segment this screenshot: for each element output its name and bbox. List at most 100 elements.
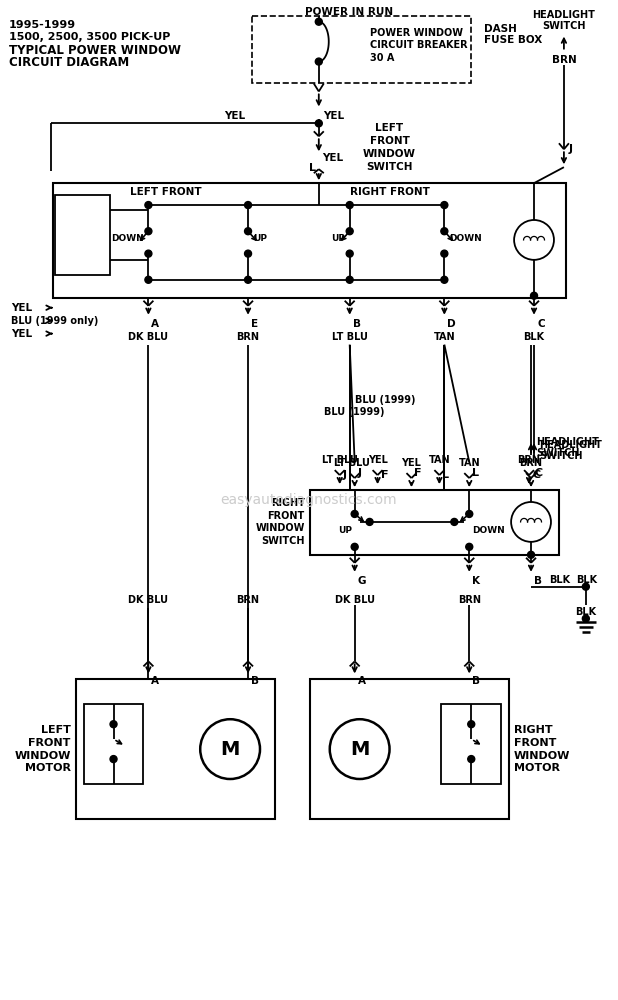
Text: B: B <box>472 676 480 686</box>
Bar <box>252 16 472 83</box>
Circle shape <box>451 518 458 525</box>
Text: A: A <box>151 319 159 329</box>
Text: YEL: YEL <box>11 303 32 313</box>
Text: K: K <box>472 576 480 586</box>
Text: HEADLIGHT: HEADLIGHT <box>533 10 595 20</box>
Circle shape <box>466 510 473 517</box>
Text: J: J <box>569 144 573 154</box>
Text: B: B <box>353 319 361 329</box>
Text: SWITCH: SWITCH <box>542 21 586 31</box>
Text: BRN: BRN <box>237 595 260 605</box>
Circle shape <box>346 250 353 257</box>
Text: YEL: YEL <box>323 111 344 121</box>
Bar <box>310 679 509 819</box>
Text: BLK: BLK <box>576 575 597 585</box>
Text: BRN: BRN <box>551 55 577 65</box>
Text: easyautodiagnostics.com: easyautodiagnostics.com <box>221 493 397 507</box>
Text: BLU (1999 only): BLU (1999 only) <box>11 316 98 326</box>
Text: DOWN: DOWN <box>449 234 482 243</box>
Circle shape <box>528 551 535 558</box>
Text: YEL: YEL <box>11 329 32 339</box>
Circle shape <box>582 583 590 590</box>
Circle shape <box>530 292 538 299</box>
Text: DASH: DASH <box>485 24 517 34</box>
Text: TYPICAL POWER WINDOW: TYPICAL POWER WINDOW <box>9 44 181 57</box>
Text: BLK: BLK <box>523 332 544 342</box>
Bar <box>55 195 109 275</box>
Text: J: J <box>343 470 347 480</box>
Text: L: L <box>309 163 316 173</box>
Text: B: B <box>251 676 259 686</box>
Text: C: C <box>534 468 542 478</box>
Text: 1995-1999: 1995-1999 <box>9 20 76 30</box>
Text: LEFT
FRONT
WINDOW
MOTOR: LEFT FRONT WINDOW MOTOR <box>14 725 70 773</box>
Circle shape <box>245 202 252 209</box>
Text: POWER WINDOW
CIRCUIT BREAKER
30 A: POWER WINDOW CIRCUIT BREAKER 30 A <box>370 28 467 63</box>
Text: DK BLU: DK BLU <box>129 595 168 605</box>
Bar <box>53 183 566 298</box>
Text: BLU (1999): BLU (1999) <box>355 395 415 405</box>
Circle shape <box>346 202 353 209</box>
Text: DOWN: DOWN <box>111 234 143 243</box>
Circle shape <box>110 756 117 763</box>
Text: SWITCH: SWITCH <box>539 451 583 461</box>
Text: LEFT FRONT: LEFT FRONT <box>130 187 201 197</box>
Circle shape <box>441 250 448 257</box>
Text: D: D <box>447 319 456 329</box>
Text: FUSE BOX: FUSE BOX <box>485 35 543 45</box>
Bar <box>83 704 143 784</box>
Text: BLU (1999): BLU (1999) <box>324 407 385 417</box>
Circle shape <box>466 543 473 550</box>
Circle shape <box>468 721 475 728</box>
Text: LT BLU: LT BLU <box>334 458 370 468</box>
Circle shape <box>245 228 252 235</box>
Circle shape <box>351 543 358 550</box>
Text: BLK: BLK <box>549 575 570 585</box>
Text: RIGHT FRONT: RIGHT FRONT <box>350 187 430 197</box>
Circle shape <box>245 250 252 257</box>
Text: BRN: BRN <box>517 455 541 465</box>
Text: TAN: TAN <box>434 332 455 342</box>
Text: F: F <box>381 470 388 480</box>
Text: G: G <box>358 576 366 586</box>
Text: A: A <box>151 676 159 686</box>
Text: RIGHT
FRONT
WINDOW
MOTOR: RIGHT FRONT WINDOW MOTOR <box>514 725 570 773</box>
Circle shape <box>145 276 152 283</box>
Text: B: B <box>534 576 542 586</box>
Text: BRN: BRN <box>237 332 260 342</box>
Circle shape <box>441 276 448 283</box>
Text: POWER IN RUN: POWER IN RUN <box>305 7 393 17</box>
Circle shape <box>315 58 322 65</box>
Text: UP: UP <box>253 234 267 243</box>
Text: J: J <box>358 468 362 478</box>
Circle shape <box>582 615 590 622</box>
Text: DK BLU: DK BLU <box>129 332 168 342</box>
Text: LT BLU: LT BLU <box>322 455 358 465</box>
Text: YEL: YEL <box>322 153 343 163</box>
Circle shape <box>468 756 475 763</box>
Circle shape <box>346 228 353 235</box>
Text: YEL: YEL <box>224 111 245 121</box>
Circle shape <box>315 18 322 25</box>
Text: CIRCUIT DIAGRAM: CIRCUIT DIAGRAM <box>9 56 129 69</box>
Text: BRN: BRN <box>458 595 481 605</box>
Circle shape <box>145 228 152 235</box>
Bar <box>75 679 275 819</box>
Text: M: M <box>221 740 240 759</box>
Circle shape <box>315 120 322 127</box>
Text: L: L <box>472 468 479 478</box>
Text: C: C <box>537 319 544 329</box>
Text: TAN: TAN <box>459 458 480 468</box>
Text: M: M <box>350 740 370 759</box>
Text: TAN: TAN <box>428 455 450 465</box>
Circle shape <box>245 276 252 283</box>
Text: UP: UP <box>331 234 345 243</box>
Text: BRN: BRN <box>520 458 543 468</box>
Text: LEFT
FRONT
WINDOW
SWITCH: LEFT FRONT WINDOW SWITCH <box>363 123 416 172</box>
Text: C: C <box>532 470 540 480</box>
Circle shape <box>366 518 373 525</box>
Text: L: L <box>442 470 449 480</box>
Text: LT BLU: LT BLU <box>332 332 368 342</box>
Text: YEL: YEL <box>402 458 421 468</box>
Circle shape <box>441 228 448 235</box>
